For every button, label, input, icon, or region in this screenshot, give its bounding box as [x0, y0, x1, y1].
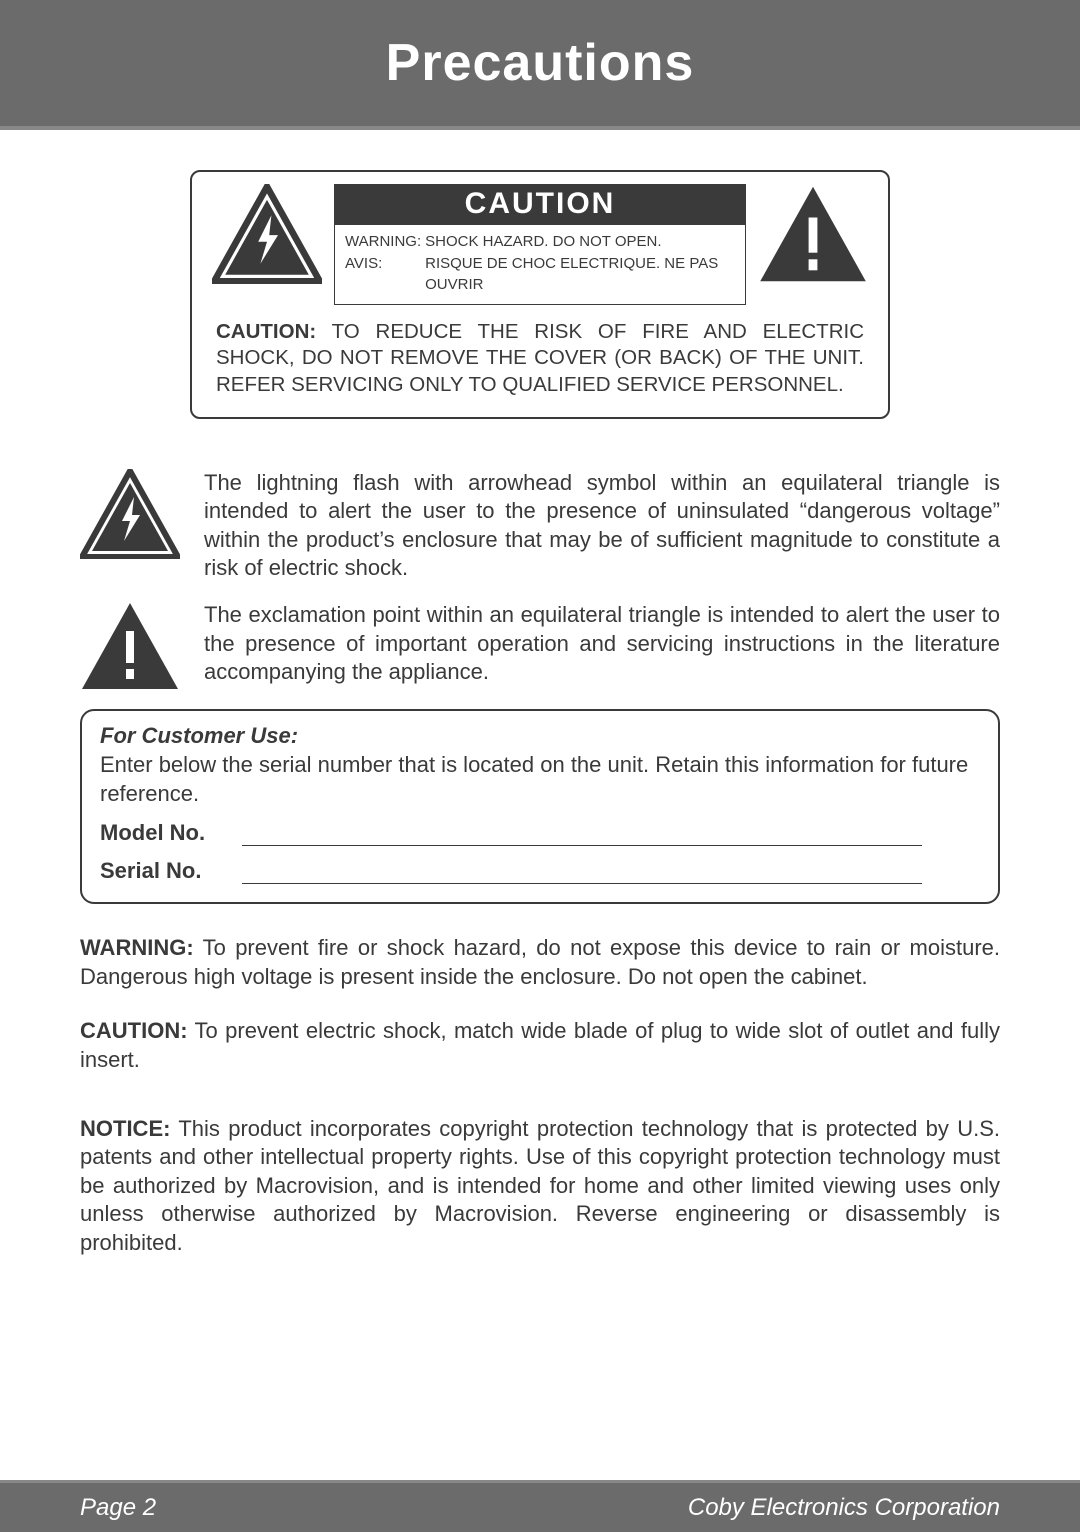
- warning-body: To prevent fire or shock hazard, do not …: [80, 935, 1000, 989]
- caution-title: CAUTION: [335, 185, 745, 225]
- caution-paragraph: CAUTION: To prevent electric shock, matc…: [80, 1017, 1000, 1074]
- serial-no-label: Serial No.: [100, 858, 220, 884]
- model-no-label: Model No.: [100, 820, 220, 846]
- content-area: CAUTION WARNING: SHOCK HAZARD. DO NOT OP…: [0, 130, 1080, 1258]
- model-no-line: [242, 824, 922, 846]
- warning-bold: WARNING:: [80, 935, 194, 960]
- avis-label: AVIS:: [343, 253, 423, 296]
- lightning-explanation-row: The lightning flash with arrowhead symbo…: [80, 469, 1000, 583]
- serial-no-row: Serial No.: [100, 858, 980, 884]
- notice-body: This product incorporates copyright prot…: [80, 1116, 1000, 1255]
- exclamation-explanation-text: The exclamation point within an equilate…: [204, 601, 1000, 687]
- page-number: Page 2: [80, 1494, 156, 1522]
- caution-center-panel: CAUTION WARNING: SHOCK HAZARD. DO NOT OP…: [334, 184, 746, 305]
- caution-top-row: CAUTION WARNING: SHOCK HAZARD. DO NOT OP…: [212, 184, 868, 305]
- customer-use-text: Enter below the serial number that is lo…: [100, 751, 980, 808]
- warning-paragraph: WARNING: To prevent fire or shock hazard…: [80, 934, 1000, 991]
- model-no-row: Model No.: [100, 820, 980, 846]
- footer-bar: Page 2 Coby Electronics Corporation: [0, 1480, 1080, 1532]
- caution-bottom-text: CAUTION: TO REDUCE THE RISK OF FIRE AND …: [212, 319, 868, 399]
- avis-text: RISQUE DE CHOC ELECTRIQUE. NE PAS OUVRIR: [423, 253, 737, 296]
- warning-label: WARNING:: [343, 231, 423, 253]
- caution-body: WARNING: SHOCK HAZARD. DO NOT OPEN. AVIS…: [335, 225, 745, 304]
- page-title: Precautions: [386, 33, 695, 93]
- customer-use-title: For Customer Use:: [100, 723, 980, 749]
- exclamation-triangle-icon: [80, 601, 180, 691]
- header-banner: Precautions: [0, 0, 1080, 130]
- notice-bold: NOTICE:: [80, 1116, 170, 1141]
- company-name: Coby Electronics Corporation: [688, 1494, 1000, 1522]
- caution-bottom-bold: CAUTION:: [216, 320, 316, 343]
- warning-text: SHOCK HAZARD. DO NOT OPEN.: [423, 231, 737, 253]
- lightning-triangle-icon: [212, 184, 322, 284]
- lightning-triangle-icon: [80, 469, 180, 559]
- caution-box: CAUTION WARNING: SHOCK HAZARD. DO NOT OP…: [190, 170, 890, 419]
- caution-bold: CAUTION:: [80, 1018, 188, 1043]
- caution-body: To prevent electric shock, match wide bl…: [80, 1018, 1000, 1072]
- exclamation-explanation-row: The exclamation point within an equilate…: [80, 601, 1000, 691]
- serial-no-line: [242, 862, 922, 884]
- customer-use-box: For Customer Use: Enter below the serial…: [80, 709, 1000, 904]
- lightning-explanation-text: The lightning flash with arrowhead symbo…: [204, 469, 1000, 583]
- notice-paragraph: NOTICE: This product incorporates copyri…: [80, 1115, 1000, 1258]
- exclamation-triangle-icon: [758, 184, 868, 284]
